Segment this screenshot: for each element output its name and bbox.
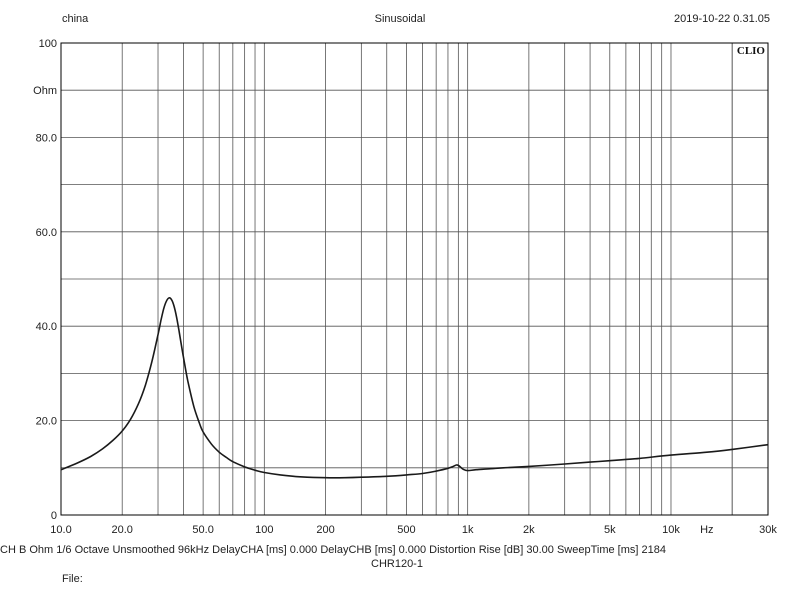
x-axis-unit: Hz	[700, 524, 713, 536]
clio-logo: CLIO	[737, 45, 766, 57]
y-tick-label: 20.0	[36, 416, 57, 428]
x-tick-label: 2k	[523, 524, 535, 536]
file-label: File:	[62, 573, 83, 585]
x-tick-label: 500	[397, 524, 415, 536]
header-label-left: china	[62, 13, 89, 25]
series-layer	[60, 297, 769, 479]
y-tick-label: 80.0	[36, 132, 57, 144]
impedance-curve	[60, 297, 769, 479]
impedance-chart: 10.0 20.0 50.0 100 200 500 1k 2k 5k 10k 30k Hz 0 20.…	[33, 38, 777, 536]
y-tick-label: 0	[51, 510, 57, 522]
measurement-name: CHR120-1	[371, 558, 423, 570]
y-tick-label: 100	[39, 38, 57, 50]
x-tick-label: 100	[255, 524, 273, 536]
plot-frame	[60, 42, 769, 516]
x-tick-label: 10k	[662, 524, 680, 536]
header-timestamp: 2019-10-22 0.31.05	[673, 13, 770, 25]
x-tick-label: 50.0	[192, 524, 213, 536]
x-tick-label: 10.0	[50, 524, 71, 536]
header-label-center: Sinusoidal	[374, 13, 426, 25]
x-tick-label: 5k	[604, 524, 616, 536]
grid	[61, 43, 768, 515]
y-tick-label: 60.0	[36, 227, 57, 239]
measurement-info: CH B Ohm 1/6 Octave Unsmoothed 96kHz Del…	[0, 544, 666, 556]
y-tick-label: 40.0	[36, 321, 57, 333]
x-tick-label: 20.0	[111, 524, 132, 536]
x-axis-ticks: 10.0 20.0 50.0 100 200 500 1k 2k 5k 10k 30k Hz	[50, 524, 777, 536]
x-tick-label: 30k	[759, 524, 777, 536]
y-axis-ticks: 0 20.0 40.0 60.0 80.0 100 Ohm	[33, 38, 57, 522]
y-axis-unit: Ohm	[33, 85, 57, 97]
x-tick-label: 200	[316, 524, 334, 536]
x-tick-label: 1k	[462, 524, 474, 536]
